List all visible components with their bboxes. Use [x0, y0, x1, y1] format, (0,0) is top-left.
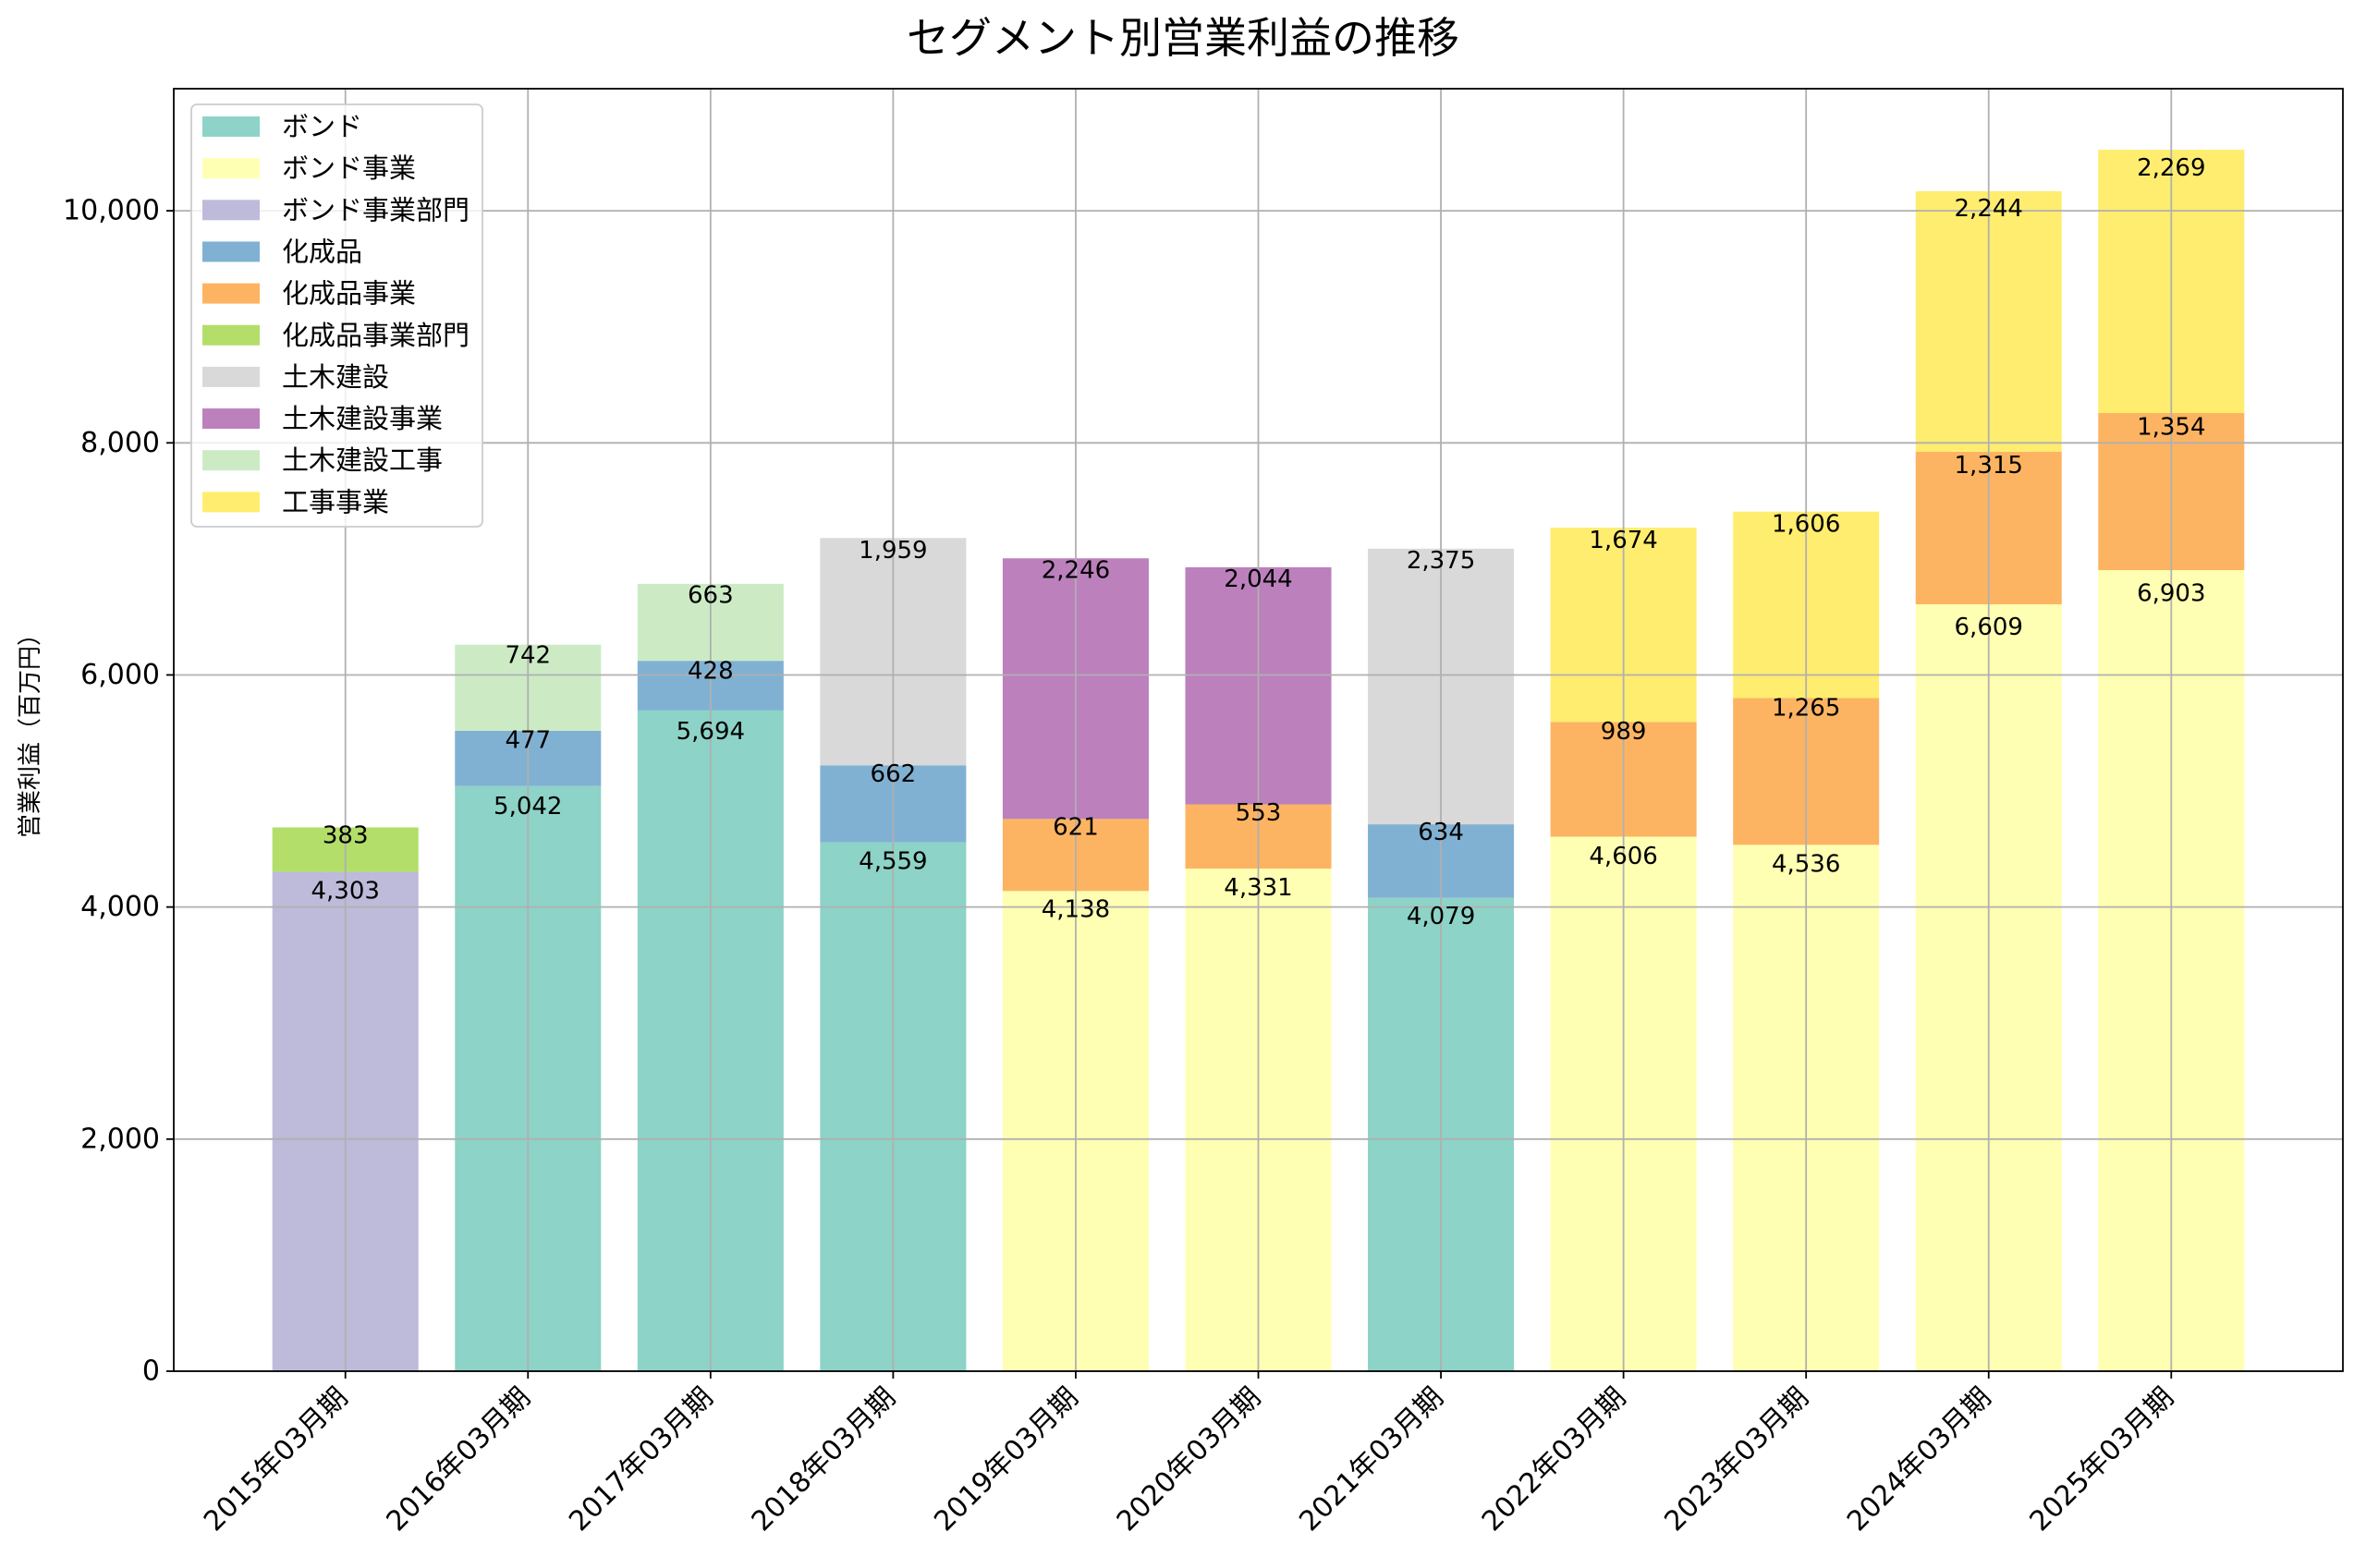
- legend: ボンドボンド事業ボンド事業部門化成品化成品事業化成品事業部門土木建設土木建設事業…: [190, 103, 483, 528]
- legend-item-10: 工事事業: [202, 486, 389, 517]
- data-label-4-3: 428: [688, 658, 734, 686]
- legend-swatch-5: [202, 283, 260, 304]
- legend-item-9: 土木建設工事: [202, 444, 443, 476]
- legend-item-4: 化成品: [202, 236, 362, 267]
- data-label-2-8: 4,606: [1589, 843, 1657, 870]
- legend-swatch-3: [202, 200, 260, 221]
- legend-item-8: 土木建設事業: [202, 403, 443, 434]
- legend-swatch-1: [202, 116, 260, 137]
- data-label-2-6: 4,331: [1224, 874, 1292, 902]
- legend-label-1: ボンド: [282, 111, 362, 142]
- legend-item-3: ボンド事業部門: [202, 194, 470, 225]
- data-label-10-8: 1,674: [1589, 527, 1657, 554]
- chart-title: セグメント別営業利益の推移: [907, 13, 1459, 63]
- legend-swatch-7: [202, 366, 260, 387]
- legend-swatch-8: [202, 408, 260, 430]
- legend-label-9: 土木建設工事: [282, 444, 443, 476]
- data-label-4-4: 662: [871, 760, 917, 788]
- legend-items: ボンドボンド事業ボンド事業部門化成品化成品事業化成品事業部門土木建設土木建設事業…: [202, 111, 470, 517]
- legend-swatch-6: [202, 324, 260, 346]
- legend-label-6: 化成品事業部門: [282, 320, 470, 351]
- legend-item-2: ボンド事業: [202, 152, 416, 184]
- data-label-5-8: 989: [1601, 718, 1647, 746]
- y-tick-label-6: 10,000: [63, 195, 160, 227]
- data-label-2-10: 6,609: [1955, 614, 2023, 641]
- data-label-2-11: 6,903: [2137, 580, 2205, 608]
- data-label-9-2: 742: [505, 641, 551, 669]
- y-axis-label: 営業利益（百万円）: [17, 622, 44, 838]
- data-label-8-6: 2,044: [1224, 565, 1292, 593]
- data-label-4-7: 634: [1418, 819, 1464, 846]
- data-label-10-10: 2,244: [1955, 195, 2023, 223]
- legend-label-2: ボンド事業: [282, 152, 416, 184]
- data-label-5-6: 553: [1236, 799, 1282, 827]
- data-label-5-9: 1,265: [1772, 694, 1840, 722]
- data-labels-layer: 4,303 383 5,042 477 742 5,694 428 663 4,559 662 1,…: [311, 154, 2205, 930]
- legend-label-3: ボンド事業部門: [282, 194, 470, 225]
- data-label-7-4: 1,959: [859, 537, 927, 565]
- legend-swatch-2: [202, 158, 260, 179]
- legend-swatch-4: [202, 241, 260, 262]
- data-label-2-9: 4,536: [1772, 850, 1840, 878]
- legend-item-5: 化成品事業: [202, 278, 416, 310]
- y-tick-label-1: 0: [142, 1355, 160, 1388]
- legend-swatch-9: [202, 450, 260, 471]
- legend-label-10: 工事事業: [282, 486, 389, 517]
- data-label-8-5: 2,246: [1042, 556, 1110, 584]
- legend-box: [190, 103, 483, 528]
- data-label-7-7: 2,375: [1407, 547, 1475, 575]
- data-label-3-1: 4,303: [311, 877, 379, 905]
- y-axis: 0 2,000 4,000 6,000 8,000 10,000: [63, 195, 174, 1388]
- legend-item-6: 化成品事業部門: [202, 320, 470, 351]
- legend-label-8: 土木建設事業: [282, 403, 443, 434]
- y-tick-label-2: 2,000: [80, 1123, 160, 1155]
- legend-item-1: ボンド: [202, 111, 362, 142]
- legend-swatch-10: [202, 492, 260, 513]
- data-label-9-3: 663: [688, 582, 734, 610]
- y-tick-label-3: 4,000: [80, 891, 160, 923]
- data-label-6-1: 383: [323, 821, 369, 849]
- legend-label-4: 化成品: [282, 236, 362, 267]
- data-label-4-2: 477: [505, 726, 551, 754]
- data-label-1-4: 4,559: [859, 848, 927, 876]
- data-label-1-3: 5,694: [677, 718, 745, 746]
- data-label-5-11: 1,354: [2137, 414, 2205, 442]
- data-label-10-9: 1,606: [1772, 511, 1840, 539]
- data-label-1-7: 4,079: [1407, 903, 1475, 930]
- data-label-5-10: 1,315: [1955, 452, 2023, 480]
- data-label-5-5: 621: [1053, 813, 1099, 841]
- legend-label-5: 化成品事業: [282, 278, 416, 310]
- y-tick-label-4: 6,000: [80, 659, 160, 691]
- data-label-1-2: 5,042: [494, 793, 562, 820]
- legend-label-7: 土木建設: [282, 361, 389, 393]
- data-label-2-5: 4,138: [1042, 896, 1110, 924]
- data-label-10-11: 2,269: [2137, 154, 2205, 182]
- legend-item-7: 土木建設: [202, 361, 389, 393]
- y-tick-label-5: 8,000: [80, 427, 160, 459]
